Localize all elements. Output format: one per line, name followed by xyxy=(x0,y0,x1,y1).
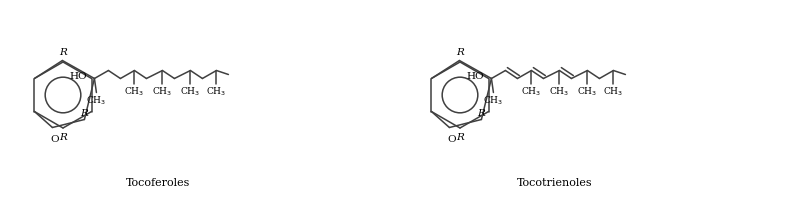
Text: Tocoferoles: Tocoferoles xyxy=(126,178,190,188)
Text: CH$_3$: CH$_3$ xyxy=(152,86,172,98)
Text: Tocotrienoles: Tocotrienoles xyxy=(517,178,593,188)
Text: CH$_3$: CH$_3$ xyxy=(180,86,200,98)
Text: HO: HO xyxy=(70,72,88,81)
Text: CH$_3$: CH$_3$ xyxy=(206,86,227,98)
Text: R: R xyxy=(59,133,67,142)
Text: CH$_3$: CH$_3$ xyxy=(549,86,570,98)
Text: R: R xyxy=(59,48,67,57)
Text: CH$_3$: CH$_3$ xyxy=(86,95,107,107)
Text: R: R xyxy=(476,109,484,118)
Text: R: R xyxy=(80,109,88,118)
Text: CH$_3$: CH$_3$ xyxy=(577,86,598,98)
Text: CH$_3$: CH$_3$ xyxy=(603,86,623,98)
Text: O: O xyxy=(50,136,59,144)
Text: CH$_3$: CH$_3$ xyxy=(124,86,144,98)
Text: HO: HO xyxy=(467,72,484,81)
Text: R: R xyxy=(456,133,464,142)
Text: O: O xyxy=(447,136,456,144)
Text: R: R xyxy=(456,48,464,57)
Text: CH$_3$: CH$_3$ xyxy=(484,95,504,107)
Text: CH$_3$: CH$_3$ xyxy=(521,86,542,98)
